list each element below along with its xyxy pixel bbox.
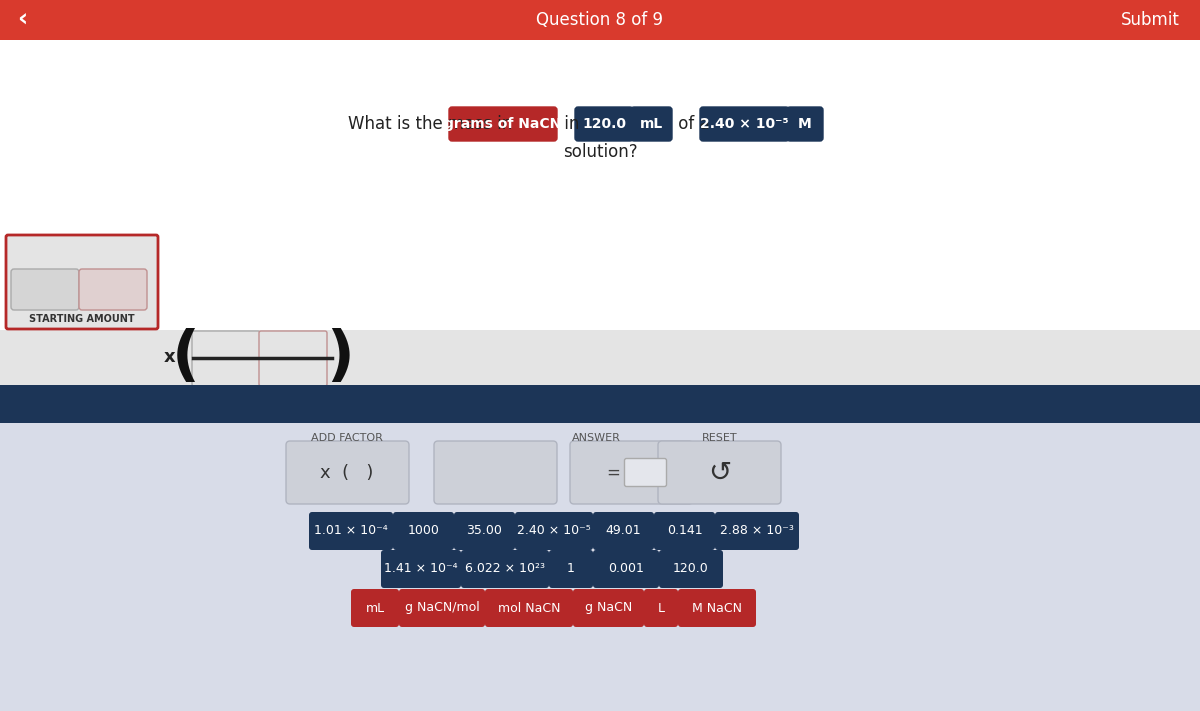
FancyBboxPatch shape [286,441,409,504]
FancyBboxPatch shape [461,550,550,588]
Text: 0.001: 0.001 [608,562,644,575]
FancyBboxPatch shape [352,589,398,627]
Text: 6.022 × 10²³: 6.022 × 10²³ [466,562,545,575]
Text: RESET: RESET [702,433,738,443]
Text: =: = [606,464,620,481]
Text: grams of NaCN: grams of NaCN [444,117,562,131]
FancyBboxPatch shape [654,512,715,550]
FancyBboxPatch shape [6,235,158,329]
FancyBboxPatch shape [259,358,326,386]
Text: 1.41 × 10⁻⁴: 1.41 × 10⁻⁴ [384,562,458,575]
FancyBboxPatch shape [570,441,694,504]
Text: of a: of a [673,115,715,133]
Text: 0.141: 0.141 [667,525,702,538]
FancyBboxPatch shape [624,459,666,486]
FancyBboxPatch shape [0,0,1200,40]
FancyBboxPatch shape [787,107,823,141]
Text: mL: mL [366,602,384,614]
Text: g NaCN/mol: g NaCN/mol [404,602,479,614]
FancyBboxPatch shape [593,550,659,588]
Text: Question 8 of 9: Question 8 of 9 [536,11,664,29]
FancyBboxPatch shape [593,512,654,550]
FancyBboxPatch shape [259,331,326,359]
Text: M NaCN: M NaCN [692,602,742,614]
FancyBboxPatch shape [394,512,454,550]
FancyBboxPatch shape [11,269,79,310]
FancyBboxPatch shape [550,550,593,588]
FancyBboxPatch shape [192,331,260,359]
Text: 2.88 × 10⁻³: 2.88 × 10⁻³ [720,525,794,538]
FancyBboxPatch shape [398,589,485,627]
Text: M: M [798,117,812,131]
Text: 35.00: 35.00 [467,525,503,538]
Text: What is the mass in: What is the mass in [348,115,517,133]
FancyBboxPatch shape [454,512,515,550]
Text: ADD FACTOR: ADD FACTOR [311,433,383,443]
Text: L: L [658,602,665,614]
FancyBboxPatch shape [434,441,557,504]
Text: x: x [164,348,176,366]
FancyBboxPatch shape [659,550,722,588]
FancyBboxPatch shape [310,512,394,550]
Text: mL: mL [640,117,664,131]
Text: g NaCN: g NaCN [584,602,632,614]
FancyBboxPatch shape [700,107,790,141]
Text: ): ) [326,328,354,387]
FancyBboxPatch shape [678,589,756,627]
FancyBboxPatch shape [0,40,1200,330]
Text: ↺: ↺ [708,459,732,486]
Text: 1000: 1000 [408,525,439,538]
FancyBboxPatch shape [192,358,260,386]
Text: (: ( [172,328,200,387]
FancyBboxPatch shape [0,385,1200,423]
Text: 2.40 × 10⁻⁵: 2.40 × 10⁻⁵ [700,117,788,131]
Text: 1.01 × 10⁻⁴: 1.01 × 10⁻⁴ [314,525,388,538]
FancyBboxPatch shape [485,589,574,627]
FancyBboxPatch shape [515,512,593,550]
Text: mol NaCN: mol NaCN [498,602,560,614]
Text: 49.01: 49.01 [606,525,641,538]
FancyBboxPatch shape [575,107,634,141]
Text: Submit: Submit [1121,11,1180,29]
FancyBboxPatch shape [0,423,1200,711]
FancyBboxPatch shape [574,589,644,627]
FancyBboxPatch shape [631,107,672,141]
Text: 120.0: 120.0 [673,562,709,575]
Text: ANSWER: ANSWER [571,433,620,443]
FancyBboxPatch shape [79,269,148,310]
Text: x  (   ): x ( ) [320,464,373,481]
FancyBboxPatch shape [658,441,781,504]
FancyBboxPatch shape [715,512,799,550]
Text: 2.40 × 10⁻⁵: 2.40 × 10⁻⁵ [517,525,590,538]
Text: ‹: ‹ [17,8,28,32]
Text: 1: 1 [568,562,575,575]
FancyBboxPatch shape [644,589,678,627]
FancyBboxPatch shape [0,330,1200,385]
Text: 120.0: 120.0 [582,117,626,131]
Text: solution?: solution? [563,143,637,161]
FancyBboxPatch shape [449,107,557,141]
Text: in: in [559,115,584,133]
Text: STARTING AMOUNT: STARTING AMOUNT [29,314,134,324]
FancyBboxPatch shape [382,550,461,588]
